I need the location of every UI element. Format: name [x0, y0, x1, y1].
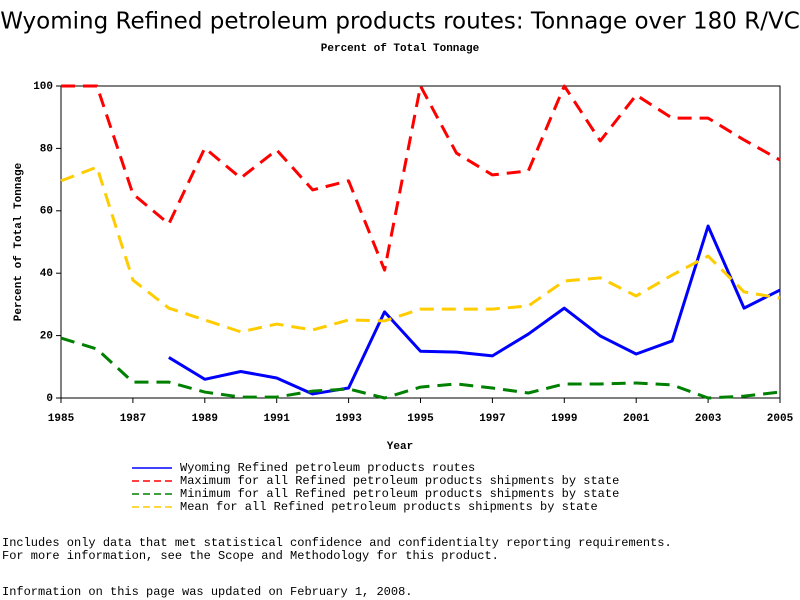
- x-tick-label: 2005: [767, 413, 794, 425]
- x-axis-label: Year: [387, 441, 413, 453]
- x-tick-label: 1995: [407, 413, 434, 425]
- x-tick-label: 2003: [695, 413, 722, 425]
- x-tick-label: 1985: [48, 413, 75, 425]
- y-axis-label: Percent of Total Tonnage: [13, 162, 25, 321]
- x-tick-label: 1997: [479, 413, 505, 425]
- legend-label: Maximum for all Refined petroleum produc…: [180, 474, 619, 488]
- legend-label: Minimum for all Refined petroleum produc…: [180, 487, 619, 501]
- x-tick-label: 1987: [120, 413, 146, 425]
- y-tick-label: 100: [33, 81, 53, 93]
- x-tick-label: 1989: [192, 413, 218, 425]
- series-line: [168, 224, 781, 396]
- series-line: [60, 165, 781, 334]
- x-tick-label: 2001: [623, 413, 650, 425]
- legend-label: Wyoming Refined petroleum products route…: [180, 461, 475, 475]
- chart-subtitle: Percent of Total Tonnage: [321, 43, 480, 55]
- y-tick-label: 0: [46, 393, 53, 405]
- chart-title: Wyoming Refined petroleum products route…: [0, 9, 800, 35]
- footnote: For more information, see the Scope and …: [2, 549, 499, 563]
- y-tick-label: 20: [40, 331, 53, 343]
- x-tick-label: 1993: [335, 413, 362, 425]
- x-tick-label: 1999: [551, 413, 577, 425]
- series-line: [61, 84, 781, 272]
- y-tick-label: 60: [40, 206, 53, 218]
- footnote: Information on this page was updated on …: [2, 585, 412, 599]
- y-tick-label: 40: [40, 268, 53, 280]
- legend-label: Mean for all Refined petroleum products …: [180, 500, 598, 514]
- x-tick-label: 1991: [263, 413, 290, 425]
- series-line: [60, 336, 781, 400]
- footnote: Includes only data that met statistical …: [2, 536, 672, 550]
- y-tick-label: 80: [40, 143, 53, 155]
